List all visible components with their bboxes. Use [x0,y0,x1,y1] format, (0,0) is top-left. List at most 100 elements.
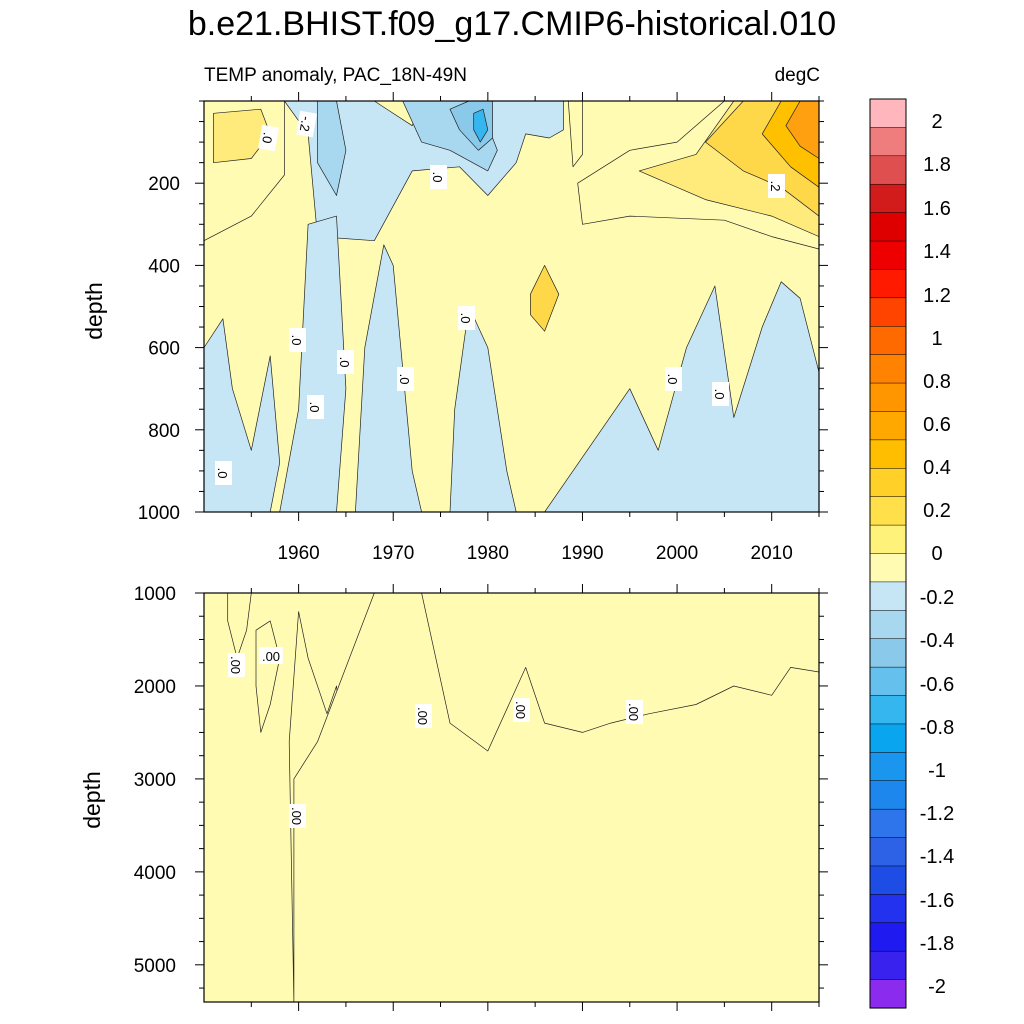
colorbar-label: -0.8 [920,717,954,739]
x-tick-label: 1990 [561,543,603,564]
upper-y-tick-label: 1000 [138,503,180,524]
colorbar-swatch [869,98,907,128]
upper-contour-region [785,101,819,159]
contour-label-bg [259,647,283,664]
colorbar-label: 1.6 [923,198,951,220]
lower-y-tick-label: 1000 [134,584,176,605]
upper-y-tick-label: 400 [148,256,180,277]
contour-label-text: .00 [415,707,430,725]
upper-panel: 200 400 600 800 1000 .0 .0 -.2 .0 .0 .0 .0 .0 .0 .0 .0.… [138,92,828,564]
contour-label: .00 [415,704,432,728]
lower-y-tick-label: 3000 [134,770,176,791]
colorbar-swatch [869,638,907,668]
colorbar-swatch [869,183,907,214]
units-label: degC [775,65,820,86]
upper-ylabel: depth [81,282,107,340]
contour-label-text: .0 [259,131,276,144]
contour-label: .0 [215,461,232,485]
colorbar-swatch [869,610,907,640]
colorbar-swatch [869,411,907,441]
chart-subtitle: TEMP anomaly, PAC_18N-49N [204,65,467,86]
colorbar-swatch [869,155,907,185]
contour-label-text: .0 [307,402,322,413]
colorbar-label: -0.6 [920,674,954,696]
contour-label: .0 [337,350,354,374]
upper-y-tick-label: 800 [148,421,180,442]
contour-label-text: .00 [262,649,280,664]
colorbar-label: 1.8 [923,154,951,176]
contour-label-bg [289,804,306,828]
contour-label-bg [513,698,530,722]
contour-label-bg [296,110,317,138]
colorbar-label: -1.2 [920,803,954,825]
contour-label-text: .00 [289,807,304,825]
lower-contour-region [227,593,252,659]
contour-label-bg [307,395,324,419]
colorbar-label: 0.4 [923,457,951,479]
colorbar-swatch [869,894,907,924]
lower-ylabel: depth [79,771,105,829]
colorbar-label: 1 [931,328,942,350]
lower-y-tick-label: 2000 [134,677,176,698]
lower-contour-region [293,593,819,1002]
contour-label-text: .0 [289,335,304,346]
colorbar: 2 1.8 1.6 1.4 1.2 1 0.8 0.6 0.4 0.2 0 -0.2 -0.4 -0.6 -… [869,98,954,1009]
colorbar-swatch [869,837,907,867]
contour-label-bg [215,461,232,485]
upper-contour-region [279,215,347,512]
contour-label-bg [458,306,475,330]
colorbar-swatch [869,922,907,952]
colorbar-label: -0.4 [920,630,954,652]
colorbar-label: 1.4 [923,241,951,263]
contour-label-text: .0 [337,357,352,368]
colorbar-swatch [869,212,907,242]
contour-label-bg [712,382,729,406]
colorbar-swatch [869,950,907,981]
colorbar-swatch [869,297,907,327]
colorbar-swatch [869,269,907,299]
contour-label-bg [397,367,414,391]
colorbar-swatch [869,865,907,895]
x-tick-label: 2010 [751,543,793,564]
colorbar-label: -1.8 [920,933,954,955]
lower-y-tick-label: 5000 [134,956,176,977]
colorbar-swatch [869,780,907,810]
upper-contour-region [355,244,422,512]
contour-label: -.2 [296,110,317,138]
contour-label: .0 [397,367,414,391]
contour-label-bg [228,653,245,677]
colorbar-label: 1.2 [923,285,951,307]
contour-label: .0 [458,306,475,330]
colorbar-swatch [869,666,907,697]
colorbar-swatch [869,581,907,611]
colorbar-label: -0.2 [920,587,954,609]
contour-label-bg [415,704,432,728]
colorbar-label: 2 [931,111,942,133]
contour-label-bg [258,124,279,152]
contour-label-text: .00 [626,703,641,721]
colorbar-label: -1.4 [920,846,954,868]
colorbar-label: 0.2 [923,500,951,522]
contour-label-text: .0 [215,468,230,479]
lower-frame [203,592,820,1003]
colorbar-frame [869,98,907,1009]
contour-label-text: -.2 [297,115,314,133]
colorbar-swatch [869,240,907,270]
x-tick-label: 2000 [656,543,698,564]
contour-label-text: .0 [458,313,473,324]
upper-contour-region [449,306,517,512]
contour-label-text: .0 [430,172,445,183]
colorbar-label: -1.6 [920,890,954,912]
contour-label-text: .2 [768,181,783,192]
lower-plot-area [204,593,819,1002]
contour-label: .0 [665,367,682,391]
contour-label: .00 [513,698,530,722]
colorbar-swatch [869,354,907,384]
contour-label-text: .0 [665,374,680,385]
x-tick-label: 1970 [372,543,414,564]
colorbar-swatch [869,439,907,469]
contour-label-text: .00 [228,656,243,674]
contour-label-text: .0 [397,374,412,385]
contour-label-bg [337,350,354,374]
contour-label-bg [289,328,306,352]
